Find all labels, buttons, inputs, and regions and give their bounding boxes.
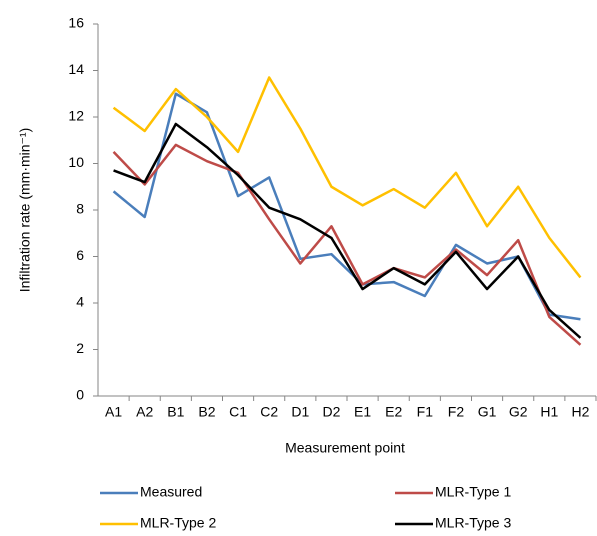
x-tick-label: C2 — [260, 404, 278, 420]
y-axis-label: Infiltration rate (mm·min⁻¹) — [17, 128, 33, 293]
y-tick-label: 2 — [76, 340, 84, 356]
series-line — [112, 76, 582, 279]
y-tick-label: 10 — [68, 154, 84, 170]
y-tick-label: 8 — [76, 201, 84, 217]
series-line — [112, 143, 582, 346]
x-tick-label: G2 — [509, 404, 528, 420]
y-tick-label: 12 — [68, 108, 84, 124]
series-line — [112, 92, 581, 321]
x-tick-label: F1 — [417, 404, 434, 420]
x-tick-label: A2 — [136, 404, 153, 420]
x-tick-label: C1 — [229, 404, 247, 420]
y-tick-label: 6 — [76, 247, 84, 263]
legend-label: MLR-Type 2 — [140, 515, 216, 531]
x-tick-label: H1 — [540, 404, 558, 420]
y-tick-label: 14 — [68, 61, 84, 77]
legend-label: MLR-Type 1 — [435, 484, 511, 500]
x-tick-label: D1 — [291, 404, 309, 420]
x-tick-label: F2 — [448, 404, 465, 420]
series-line — [113, 122, 582, 339]
x-tick-label: D2 — [322, 404, 340, 420]
x-tick-label: A1 — [105, 404, 122, 420]
x-axis-label: Measurement point — [285, 440, 405, 456]
y-tick-label: 0 — [76, 387, 84, 403]
x-tick-label: E2 — [385, 404, 402, 420]
x-tick-label: B2 — [198, 404, 215, 420]
x-tick-label: E1 — [354, 404, 371, 420]
x-tick-label: G1 — [478, 404, 497, 420]
x-tick-label: H2 — [571, 404, 589, 420]
x-tick-label: B1 — [167, 404, 184, 420]
y-tick-label: 16 — [68, 15, 84, 31]
legend-label: MLR-Type 3 — [435, 515, 511, 531]
legend-label: Measured — [140, 484, 202, 500]
y-tick-label: 4 — [76, 294, 84, 310]
